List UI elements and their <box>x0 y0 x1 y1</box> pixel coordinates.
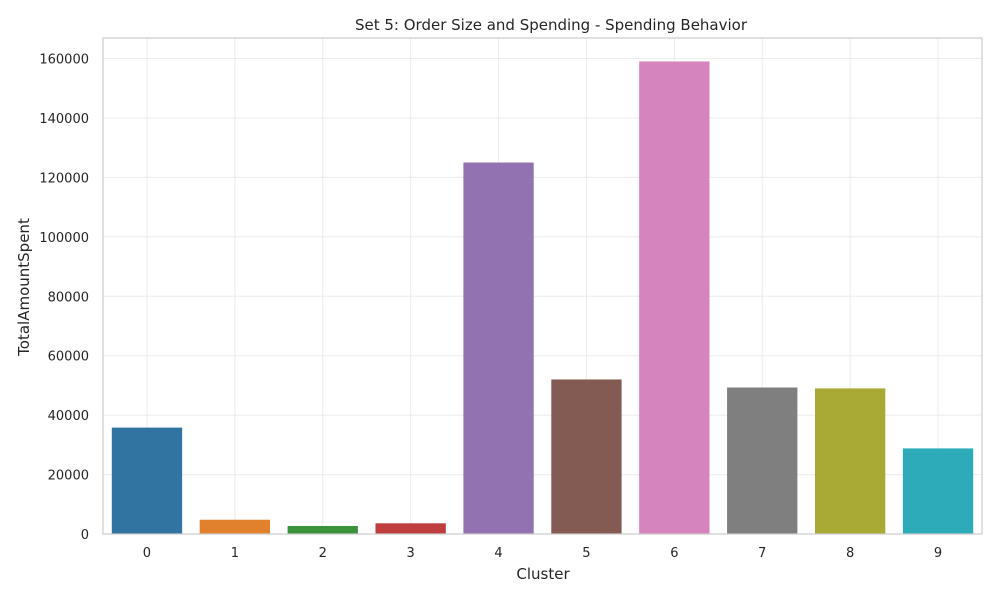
x-tick-label: 6 <box>670 546 678 561</box>
x-tick-label: 2 <box>319 546 327 561</box>
bar-cluster-5 <box>551 379 622 534</box>
bar-cluster-2 <box>287 525 358 534</box>
x-axis-ticks: 0 1 2 3 4 5 6 7 8 9 <box>143 546 942 561</box>
y-tick-label: 160000 <box>39 53 89 68</box>
bar-cluster-6 <box>639 61 710 534</box>
bar-cluster-1 <box>199 519 271 534</box>
x-tick-label: 1 <box>231 546 239 561</box>
x-tick-label: 9 <box>934 546 942 561</box>
plot-frame <box>102 37 983 535</box>
bar-cluster-7 <box>727 387 798 534</box>
x-tick-label: 5 <box>582 546 590 561</box>
bars <box>111 61 974 534</box>
bar-cluster-9 <box>902 448 974 534</box>
y-tick-label: 0 <box>81 528 89 543</box>
bar-cluster-4 <box>463 162 534 534</box>
x-tick-label: 7 <box>758 546 766 561</box>
chart-title: Set 5: Order Size and Spending - Spendin… <box>355 16 748 34</box>
y-tick-label: 20000 <box>48 469 89 484</box>
y-tick-label: 120000 <box>39 171 89 186</box>
x-tick-label: 3 <box>407 546 415 561</box>
bar-cluster-0 <box>111 427 183 534</box>
y-tick-label: 60000 <box>48 350 89 365</box>
y-tick-label: 40000 <box>48 409 89 424</box>
y-axis-label: TotalAmountSpent <box>15 218 33 357</box>
y-tick-label: 140000 <box>39 112 89 127</box>
y-tick-label: 100000 <box>39 231 89 246</box>
x-tick-label: 4 <box>494 546 502 561</box>
x-tick-label: 0 <box>143 546 151 561</box>
x-axis-label: Cluster <box>516 565 570 583</box>
y-tick-label: 80000 <box>48 290 89 305</box>
y-axis-ticks: 0 20000 40000 60000 80000 100000 120000 140000 1… <box>39 53 89 543</box>
bar-cluster-8 <box>814 388 886 534</box>
bar-cluster-3 <box>375 523 446 534</box>
x-tick-label: 8 <box>846 546 854 561</box>
